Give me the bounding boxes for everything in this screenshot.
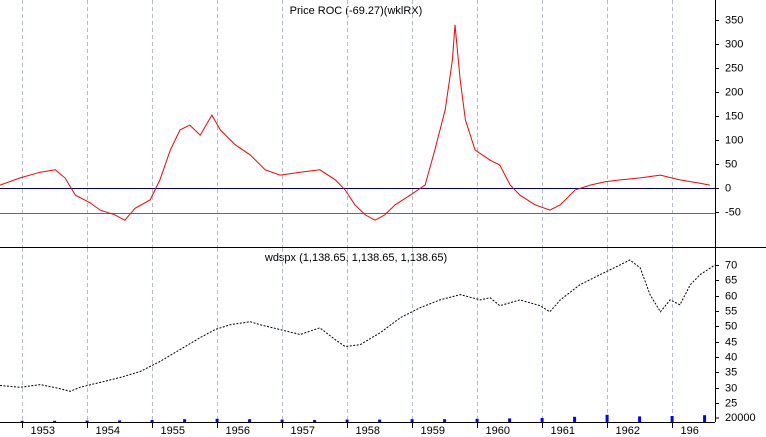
volume-bar [573, 416, 577, 422]
volume-bar [345, 419, 349, 422]
volume-bar [508, 418, 512, 422]
data-line [0, 24, 710, 221]
volume-bar [150, 420, 154, 422]
y-tick-label: 55 [725, 305, 737, 317]
y-tick-label: -50 [725, 206, 741, 218]
volume-bar [20, 420, 24, 422]
volume-bar [540, 418, 544, 422]
x-tick-label: 1956 [226, 425, 250, 437]
y-tick-label: 100 [725, 134, 743, 146]
y-tick-label: 350 [725, 14, 743, 26]
y-tick-label: 65 [725, 274, 737, 286]
y-tick-label: 50 [725, 320, 737, 332]
volume-bar [53, 420, 57, 422]
x-tick-label: 1954 [96, 425, 120, 437]
y-tick-label: 60 [725, 290, 737, 302]
volume-bar [183, 419, 187, 422]
data-line [0, 259, 716, 392]
y-tick-label: 30 [725, 382, 737, 394]
volume-bar [443, 419, 447, 422]
y-tick-label: 35 [725, 366, 737, 378]
x-tick-label: 1958 [356, 425, 380, 437]
y-tick-label: 0 [725, 182, 731, 194]
y-tick-label: 50 [725, 158, 737, 170]
y2-tick-label: 20000 [725, 412, 756, 424]
y-tick-label: 300 [725, 38, 743, 50]
volume-bar [378, 419, 382, 422]
volume-bar [248, 419, 252, 422]
x-tick-label: 1960 [486, 425, 510, 437]
y-tick-label: 150 [725, 110, 743, 122]
chart-title: wdspx (1,138.65, 1,138.65, 1,138.65) [264, 252, 447, 264]
x-tick-label: 1953 [31, 425, 55, 437]
y-tick-label: 40 [725, 351, 737, 363]
x-tick-label: 1962 [616, 425, 640, 437]
volume-bar [638, 416, 642, 422]
volume-bar [605, 414, 609, 422]
x-tick-label: 196 [681, 425, 699, 437]
y-tick-label: 70 [725, 259, 737, 271]
volume-bar [215, 418, 219, 422]
x-tick-label: 1961 [551, 425, 575, 437]
volume-bar [280, 419, 284, 422]
y-tick-label: 250 [725, 62, 743, 74]
volume-bar [410, 419, 414, 422]
chart-title: Price ROC (-69.27)(wklRX) [290, 5, 423, 17]
y-tick-label: 45 [725, 336, 737, 348]
volume-bar [118, 420, 122, 422]
x-tick-label: 1959 [421, 425, 445, 437]
volume-bar [313, 420, 317, 422]
x-tick-label: 1957 [291, 425, 315, 437]
x-tick-label: 1955 [161, 425, 185, 437]
y-tick-label: 200 [725, 86, 743, 98]
volume-bar [670, 416, 674, 422]
y-tick-label: 25 [725, 397, 737, 409]
volume-bar [475, 418, 479, 422]
volume-bar [85, 420, 89, 422]
volume-bar [703, 415, 707, 422]
